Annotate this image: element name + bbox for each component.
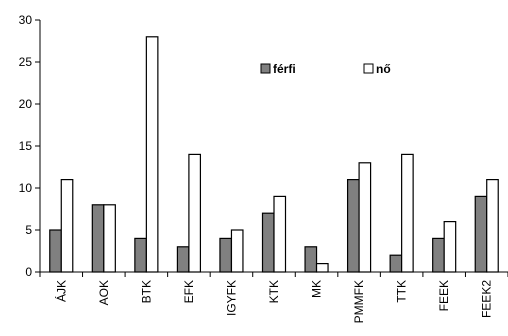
x-tick-label: IGYFK [224, 280, 238, 316]
bar-no [145, 36, 159, 273]
x-tick-label: EFK [182, 280, 196, 303]
x-tick-label: FEEK [437, 280, 451, 311]
legend: férfi nő [260, 62, 391, 76]
bar-ferfi [176, 246, 190, 273]
bar-ferfi [346, 179, 360, 273]
x-tick-label: ÁJK [53, 280, 68, 302]
y-axis: 0 5 10 15 20 25 30 [19, 13, 41, 279]
bar-ferfi [49, 229, 62, 273]
y-tick-label: 30 [19, 13, 33, 27]
bar-no [230, 229, 244, 273]
x-tick-label: PMMFK [352, 280, 366, 323]
bar-ferfi [261, 212, 275, 273]
y-tick-label: 10 [19, 181, 33, 195]
y-tick-label: 0 [25, 265, 32, 279]
y-tick-label: 25 [19, 55, 33, 69]
legend-swatch-ferfi [260, 63, 271, 74]
bar-no [358, 162, 372, 273]
x-tick-label: TTK [395, 280, 409, 303]
bar-ferfi [91, 204, 105, 273]
bar-ferfi [134, 237, 147, 273]
y-tick-label: 20 [19, 97, 33, 111]
legend-swatch-no [363, 63, 374, 74]
bar-no [401, 153, 414, 273]
bars [49, 36, 499, 273]
y-tick-label: 15 [19, 139, 33, 153]
legend-label-no: nő [376, 62, 391, 76]
bar-ferfi [474, 195, 488, 273]
bar-no [443, 221, 457, 273]
legend-label-ferfi: férfi [273, 62, 296, 76]
bar-ferfi [304, 246, 318, 273]
x-tick-labels: ÁJK AOK BTK EFK IGYFK KTK MK PMMFK TTK FEEK FEEK2 [53, 280, 493, 324]
bar-no [188, 153, 202, 273]
bar-ferfi [432, 237, 445, 273]
x-tick-label: MK [310, 280, 324, 298]
x-tick-label: FEEK2 [480, 280, 494, 318]
bar-ferfi [389, 254, 403, 273]
x-tick-label: AOK [97, 280, 111, 305]
x-axis [39, 271, 508, 277]
bar-no [486, 179, 499, 273]
bar-no [315, 263, 329, 273]
bar-no [60, 179, 74, 273]
bar-ferfi [219, 237, 233, 273]
bar-no [273, 195, 287, 273]
bar-no [103, 204, 116, 273]
y-tick-label: 5 [25, 223, 32, 237]
x-tick-label: KTK [267, 280, 281, 303]
x-tick-label: BTK [139, 280, 153, 303]
